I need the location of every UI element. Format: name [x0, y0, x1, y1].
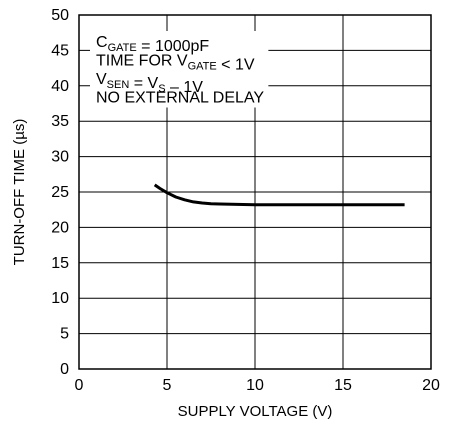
plot-frame — [78, 14, 432, 370]
x-tick-label: 10 — [246, 377, 264, 394]
x-tick-label: 15 — [334, 377, 352, 394]
annotation-line: NO EXTERNAL DELAY — [96, 90, 264, 107]
y-tick-label: 35 — [51, 113, 69, 130]
y-tick-label: 5 — [60, 326, 69, 343]
y-tick-labels: 0 5 10 15 20 25 30 35 40 45 50 — [51, 7, 69, 378]
y-tick-label: 45 — [51, 42, 69, 59]
annotation-background — [90, 31, 269, 108]
y-tick-label: 30 — [51, 149, 69, 166]
x-tick-label: 20 — [422, 377, 440, 394]
y-tick-label: 10 — [51, 290, 69, 307]
x-tick-label: 5 — [163, 377, 172, 394]
series-line — [153, 183, 405, 207]
y-tick-label: 15 — [51, 255, 69, 272]
y-tick-label: 0 — [60, 361, 69, 378]
series — [153, 183, 405, 207]
y-tick-label: 20 — [51, 219, 69, 236]
annotation-line: CGATE = 1000pF — [96, 34, 209, 55]
y-tick-label: 25 — [51, 184, 69, 201]
annotation-line: TIME FOR VGATE < 1V — [96, 53, 255, 74]
y-tick-label: 40 — [51, 78, 69, 95]
annotation-line: VSEN = VS – 1V — [96, 71, 203, 96]
x-axis-label: SUPPLY VOLTAGE (V) — [178, 403, 333, 420]
x-tick-labels: 0 5 10 15 20 — [75, 377, 440, 394]
y-tick-label: 50 — [51, 7, 69, 24]
x-tick-label: 0 — [75, 377, 84, 394]
y-axis-label: TURN-OFF TIME (µs) — [11, 119, 28, 266]
